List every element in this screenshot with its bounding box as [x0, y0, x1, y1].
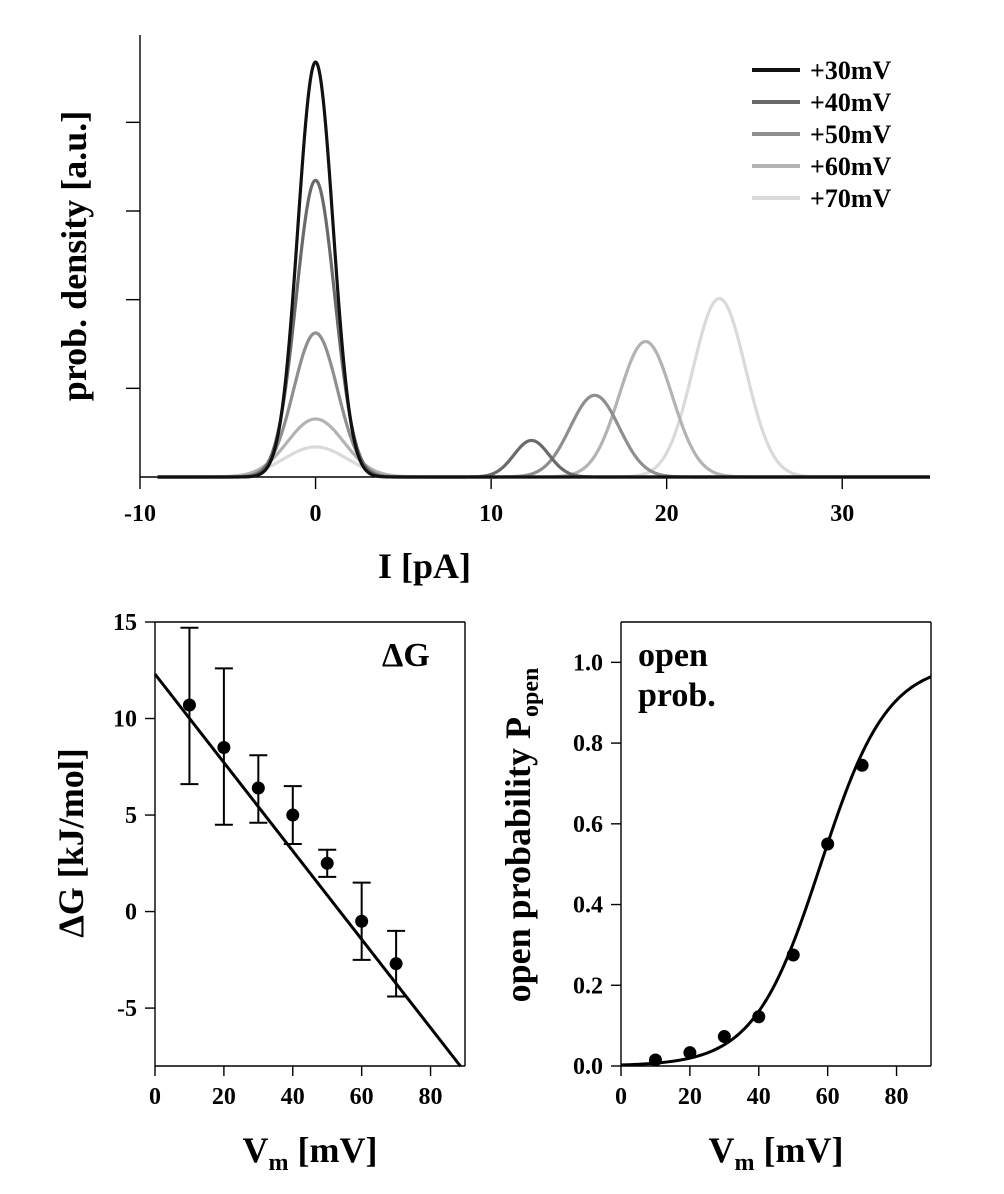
deltaG-x-tick-label: 0 — [149, 1084, 161, 1110]
popen-data-point — [717, 1030, 731, 1044]
popen-annotation-line1: open — [638, 637, 708, 674]
histogram-x-ticks: -10 0 10 20 30 — [124, 477, 854, 527]
histogram-x-label: I [pA] — [378, 546, 471, 586]
deltaG-y-tick-label: 10 — [113, 707, 137, 733]
histogram-y-ticks — [126, 121, 140, 390]
popen-x-tick-label: 20 — [678, 1084, 702, 1110]
legend-label: +30mV — [810, 56, 891, 85]
deltaG-data-point — [286, 808, 300, 822]
deltaG-fit-line-segment — [153, 673, 462, 1068]
deltaG-data-point — [355, 914, 369, 928]
popen-x-label: Vm [mV] — [709, 1130, 844, 1176]
deltaG-x-tick-label: 80 — [419, 1084, 443, 1110]
popen-y-label-sub: open — [518, 668, 544, 717]
deltaG-y-tick-label: 0 — [125, 900, 137, 926]
histogram-x-tick-label: 20 — [655, 501, 679, 527]
deltaG-x-label-unit: [mV] — [298, 1130, 378, 1170]
popen-y-tick-label: 0.2 — [573, 973, 603, 999]
legend: +30mV +40mV +50mV +60mV +70mV — [752, 56, 891, 213]
deltaG-data-point — [182, 698, 196, 712]
popen-x-label-main: V — [709, 1130, 735, 1170]
popen-y-label: open probability Popen — [498, 668, 544, 1003]
deltaG-x-tick-label: 20 — [212, 1084, 236, 1110]
popen-x-tick-label: 60 — [816, 1084, 840, 1110]
histogram-x-tick-label: 0 — [310, 501, 322, 527]
popen-x-tick-label: 40 — [747, 1084, 771, 1110]
deltaG-data-point — [251, 781, 265, 795]
popen-data-point — [648, 1053, 662, 1067]
deltaG-ticks: 0 20 40 60 80 -5 0 5 10 15 — [113, 610, 443, 1110]
popen-x-label-space — [755, 1130, 764, 1170]
popen-x-tick-label: 0 — [615, 1084, 627, 1110]
legend-label: +40mV — [810, 88, 891, 117]
popen-x-label-unit: [mV] — [764, 1130, 844, 1170]
deltaG-x-label-main: V — [243, 1130, 269, 1170]
popen-y-tick-label: 0.8 — [573, 731, 603, 757]
popen-points — [648, 758, 869, 1067]
deltaG-chart: 0 20 40 60 80 -5 0 5 10 15 ΔG ΔG [kJ/mol] Vm [mV] — [51, 610, 466, 1176]
popen-y-tick-label: 0.6 — [573, 812, 603, 838]
histogram-curves — [156, 60, 931, 479]
deltaG-points — [180, 626, 406, 998]
popen-chart: 0 20 40 60 80 0.0 0.2 0.4 0.6 0.8 1.0 open prob. o… — [498, 621, 932, 1176]
histogram-x-tick-label: -10 — [124, 501, 156, 527]
deltaG-y-tick-label: -5 — [117, 996, 137, 1022]
deltaG-fit-line — [153, 673, 462, 1068]
popen-data-point — [786, 948, 800, 962]
popen-data-point — [683, 1046, 697, 1060]
legend-label: +50mV — [810, 120, 891, 149]
deltaG-data-point — [389, 957, 403, 971]
popen-y-tick-label: 0.0 — [573, 1054, 603, 1080]
popen-data-point — [855, 758, 869, 772]
deltaG-annotation: ΔG — [382, 637, 430, 674]
deltaG-x-label-sub: m — [269, 1150, 289, 1176]
popen-annotation-line2: prob. — [638, 677, 716, 714]
popen-fit-path — [620, 675, 932, 1067]
deltaG-x-label: Vm [mV] — [243, 1130, 378, 1176]
histogram-chart: -10 0 10 20 30 +30mV +40mV +50mV +60mV +70mV I [… — [54, 35, 931, 586]
popen-y-tick-label: 1.0 — [573, 650, 603, 676]
legend-label: +70mV — [810, 184, 891, 213]
popen-fit-curve — [620, 675, 932, 1067]
popen-data-point — [752, 1010, 766, 1024]
deltaG-x-tick-label: 60 — [350, 1084, 374, 1110]
legend-label: +60mV — [810, 152, 891, 181]
histogram-series-line — [156, 60, 931, 479]
histogram-y-label: prob. density [a.u.] — [54, 111, 94, 401]
popen-y-tick-label: 0.4 — [573, 893, 603, 919]
histogram-x-tick-label: 10 — [479, 501, 503, 527]
deltaG-data-point — [217, 740, 231, 754]
deltaG-y-label: ΔG [kJ/mol] — [51, 748, 91, 938]
popen-data-point — [821, 837, 835, 851]
deltaG-data-point — [320, 856, 334, 870]
histogram-series-line — [156, 178, 931, 479]
popen-y-label-main: open probability P — [498, 717, 538, 1002]
deltaG-y-tick-label: 15 — [113, 610, 137, 636]
histogram-x-tick-label: 30 — [830, 501, 854, 527]
deltaG-x-label-space — [289, 1130, 298, 1170]
popen-x-tick-label: 80 — [885, 1084, 909, 1110]
popen-x-label-sub: m — [735, 1150, 755, 1176]
deltaG-y-tick-label: 5 — [125, 803, 137, 829]
deltaG-x-tick-label: 40 — [281, 1084, 305, 1110]
popen-ticks: 0 20 40 60 80 0.0 0.2 0.4 0.6 0.8 1.0 — [573, 650, 909, 1110]
